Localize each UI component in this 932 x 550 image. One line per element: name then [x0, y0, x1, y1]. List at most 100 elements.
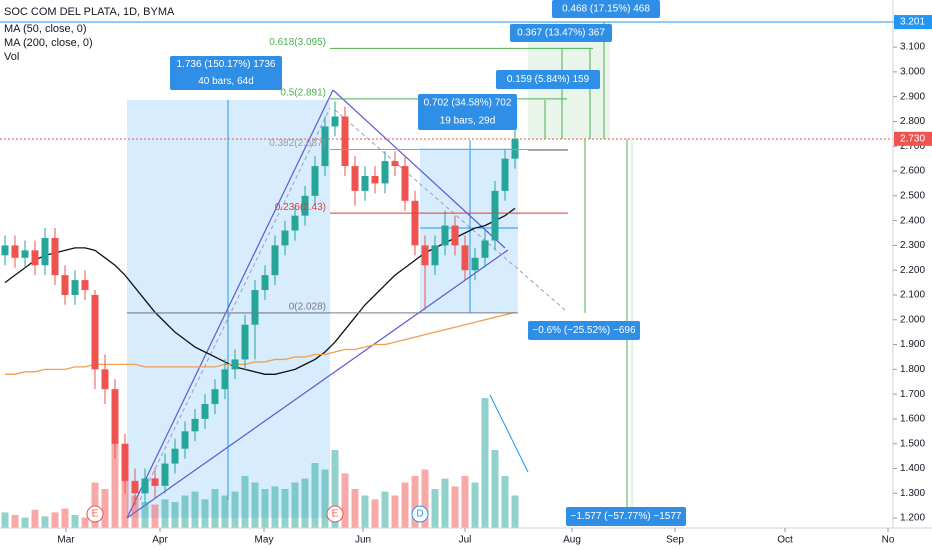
annotation-text: 19 bars, 29d	[440, 116, 496, 127]
y-tick-label: 2.800	[900, 116, 925, 127]
volume-bar	[41, 516, 49, 528]
y-tick-label: 2.400	[900, 215, 925, 226]
candle-body	[31, 250, 39, 266]
candle-body	[261, 275, 269, 291]
candle-body	[381, 161, 389, 184]
volume-bar	[341, 473, 349, 528]
candle-body	[151, 478, 159, 486]
event-label: E	[92, 509, 99, 520]
candle-body	[71, 280, 79, 295]
annotation-text: −0.6% (−25.52%) −696	[532, 325, 636, 336]
x-tick-label: Apr	[152, 535, 168, 546]
candle-body	[481, 240, 489, 258]
candle-body	[81, 280, 89, 291]
candle-body	[331, 116, 339, 127]
legend-entry: Vol	[4, 51, 19, 63]
volume-bar	[381, 491, 389, 528]
trend-line	[126, 89, 334, 519]
fib-label: 0.382(2.687)	[269, 138, 326, 149]
volume-bar	[301, 478, 309, 528]
volume-bar	[71, 515, 79, 528]
chart-title: SOC COM DEL PLATA, 1D, BYMA	[4, 6, 175, 18]
candle-body	[491, 190, 499, 241]
x-tick-label: Sep	[666, 535, 684, 546]
annotation-text: 40 bars, 64d	[198, 76, 254, 87]
volume-bar	[431, 489, 439, 528]
y-tick-label: 2.000	[900, 314, 925, 325]
price-tag	[894, 15, 932, 30]
event-marker	[411, 505, 429, 523]
volume-bar	[151, 504, 159, 528]
volume-bar	[511, 495, 519, 528]
fib-label: 0.236(2.43)	[275, 202, 326, 213]
candle-body	[501, 158, 509, 191]
volume-bar	[241, 476, 249, 528]
x-tick-label: Mar	[57, 535, 75, 546]
y-tick-label: 1.200	[900, 513, 925, 524]
volume-bar	[121, 469, 129, 528]
candle-body	[391, 161, 399, 167]
volume-bar	[311, 463, 319, 528]
candle-body	[361, 176, 369, 191]
annotation-text: −1.577 (−57.77%) −1577	[571, 511, 682, 522]
volume-bar	[21, 517, 29, 528]
volume-bar	[231, 491, 239, 528]
volume-bar	[221, 495, 229, 528]
y-tick-label: 2.500	[900, 190, 925, 201]
candle-body	[211, 389, 219, 405]
fib-label: 0.618(3.095)	[269, 37, 326, 48]
volume-bar	[361, 495, 369, 528]
annotation-box	[170, 56, 282, 90]
candle-body	[441, 225, 449, 246]
candle-body	[271, 245, 279, 276]
volume-bar	[471, 482, 479, 528]
annotation-box	[566, 507, 686, 526]
moving-average	[5, 311, 516, 375]
trend-line	[126, 249, 509, 519]
candle-body	[401, 166, 409, 201]
annotation-text: 0.159 (5.84%) 159	[507, 74, 590, 85]
candle-body	[21, 250, 29, 258]
candle-body	[161, 463, 169, 486]
y-tick-label: 2.100	[900, 290, 925, 301]
volume-bar	[421, 469, 429, 528]
volume-bar	[81, 517, 89, 528]
volume-bar	[11, 515, 19, 528]
candle-body	[411, 200, 419, 246]
candle-body	[41, 237, 49, 266]
volume-bar	[351, 489, 359, 528]
volume-bar	[61, 508, 69, 528]
candle-body	[471, 257, 479, 271]
volume-bar	[131, 495, 139, 528]
candle-body	[351, 166, 359, 191]
y-tick-label: 2.200	[900, 265, 925, 276]
event-marker	[86, 505, 104, 523]
candle-body	[51, 237, 59, 276]
annotation-text: 1.736 (150.17%) 1736	[177, 59, 276, 70]
candle-body	[301, 195, 309, 216]
y-tick-label: 2.600	[900, 166, 925, 177]
price-axis	[893, 0, 932, 550]
volume-bar	[201, 499, 209, 528]
volume-bar	[141, 502, 149, 528]
candle-body	[101, 369, 109, 390]
candle-body	[321, 126, 329, 167]
volume-bar	[391, 495, 399, 528]
dashed-line	[139, 107, 331, 501]
candle-body	[61, 275, 69, 295]
candle-body	[141, 478, 149, 494]
price-tag-label: 2.730	[900, 133, 925, 144]
candle-body	[91, 294, 99, 370]
volume-bar	[481, 398, 489, 528]
candle-body	[191, 418, 199, 432]
y-tick-label: 1.600	[900, 414, 925, 425]
candle-body	[431, 245, 439, 266]
trend-line	[332, 89, 506, 249]
volume-bar	[451, 486, 459, 528]
candle-body	[311, 166, 319, 196]
y-tick-label: 2.900	[900, 91, 925, 102]
annotation-text: 0.468 (17.15%) 468	[562, 4, 650, 15]
x-tick-label: Jul	[459, 535, 472, 546]
volume-bar	[491, 450, 499, 528]
